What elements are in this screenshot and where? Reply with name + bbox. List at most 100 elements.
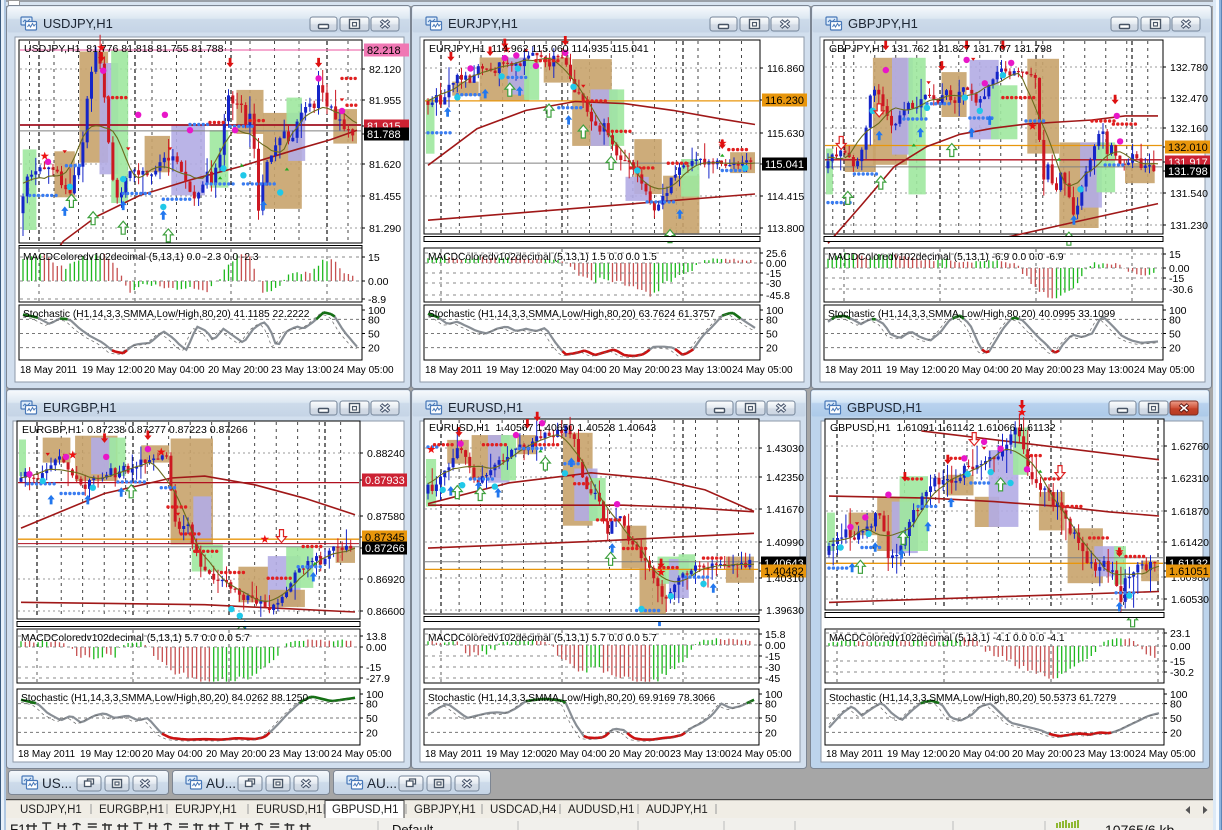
svg-text:0.88240: 0.88240 xyxy=(367,448,405,460)
svg-text:82.218: 82.218 xyxy=(367,45,401,57)
svg-text:-27.9: -27.9 xyxy=(366,673,390,685)
svg-text:EURUSD,H1 1.40567 1.40650 1.4: EURUSD,H1 1.40567 1.40650 1.40528 1.4064… xyxy=(429,422,656,434)
svg-text:GBPUSD,H1 1.61091 1.61142 1.6: GBPUSD,H1 1.61091 1.61142 1.61066 1.6113… xyxy=(830,422,1056,434)
svg-text:114.415: 114.415 xyxy=(767,191,804,203)
svg-text:20 May 20:00: 20 May 20:00 xyxy=(1012,749,1073,760)
svg-text:0.00: 0.00 xyxy=(368,276,389,288)
svg-text:131.230: 131.230 xyxy=(1170,220,1208,232)
svg-text:20 May 20:00: 20 May 20:00 xyxy=(1011,365,1072,376)
svg-text:Stochastic (H1,14,3,3,SMMA,Low: Stochastic (H1,14,3,3,SMMA,Low/High,80,2… xyxy=(428,693,715,704)
svg-text:15: 15 xyxy=(1169,249,1181,261)
svg-text:81.955: 81.955 xyxy=(369,95,401,107)
svg-text:115.630: 115.630 xyxy=(767,128,804,140)
svg-text:1.61420: 1.61420 xyxy=(1171,537,1209,549)
svg-text:19 May 12:00: 19 May 12:00 xyxy=(486,365,547,376)
svg-text:25.6: 25.6 xyxy=(766,248,787,260)
svg-text:81.788: 81.788 xyxy=(367,129,401,141)
svg-text:1.62310: 1.62310 xyxy=(1171,473,1209,485)
svg-text:19 May 12:00: 19 May 12:00 xyxy=(486,749,547,760)
svg-text:20: 20 xyxy=(1169,343,1181,355)
svg-text:MACDColoredv102decimal (5,13,1: MACDColoredv102decimal (5,13,1) 0.0 -2.3… xyxy=(23,252,259,263)
svg-text:100: 100 xyxy=(366,689,384,701)
svg-text:81.290: 81.290 xyxy=(369,223,401,235)
svg-text:MACDColoredv102decimal (5,13,1: MACDColoredv102decimal (5,13,1) -6.9 0.0… xyxy=(828,252,1064,263)
svg-text:100: 100 xyxy=(368,305,386,317)
svg-text:20 May 04:00: 20 May 04:00 xyxy=(948,365,1009,376)
svg-text:0.00: 0.00 xyxy=(765,640,786,652)
svg-text:0.87933: 0.87933 xyxy=(365,475,405,487)
svg-text:100: 100 xyxy=(1169,305,1187,317)
svg-text:116.230: 116.230 xyxy=(765,95,804,107)
svg-text:GBPJPY,H1 131.762 131.827 131: GBPJPY,H1 131.762 131.827 131.707 131.79… xyxy=(829,43,1052,55)
svg-text:50: 50 xyxy=(765,713,777,725)
svg-text:1.40990: 1.40990 xyxy=(766,537,804,549)
svg-text:GBPUSD,H1: GBPUSD,H1 xyxy=(847,400,922,415)
svg-text:131.540: 131.540 xyxy=(1170,188,1208,200)
svg-text:AUDUSD,H1: AUDUSD,H1 xyxy=(568,804,634,816)
svg-text:EURJPY,H1: EURJPY,H1 xyxy=(448,16,518,31)
svg-text:0.00: 0.00 xyxy=(1170,641,1191,653)
svg-text:F1: F1 xyxy=(10,822,26,830)
svg-text:20 May 20:00: 20 May 20:00 xyxy=(206,749,267,760)
svg-text:AUDJPY,H1: AUDJPY,H1 xyxy=(646,804,708,816)
svg-text:18 May 2011: 18 May 2011 xyxy=(18,749,76,760)
svg-text:113.800: 113.800 xyxy=(767,223,804,235)
svg-text:20 May 04:00: 20 May 04:00 xyxy=(144,365,205,376)
svg-text:19 May 12:00: 19 May 12:00 xyxy=(887,749,948,760)
svg-text:20 May 20:00: 20 May 20:00 xyxy=(208,365,269,376)
svg-text:0.87345: 0.87345 xyxy=(365,532,405,544)
svg-text:US...: US... xyxy=(42,776,72,791)
svg-text:GBPJPY,H1: GBPJPY,H1 xyxy=(848,16,918,31)
svg-text:MACDColoredv102decimal (5,13,1: MACDColoredv102decimal (5,13,1) -4.1 0.0… xyxy=(829,633,1065,644)
svg-text:1.60530: 1.60530 xyxy=(1171,594,1209,606)
svg-text:20: 20 xyxy=(766,343,778,355)
svg-text:EURGBP,H1: EURGBP,H1 xyxy=(43,400,116,415)
svg-text:80: 80 xyxy=(368,314,380,326)
svg-text:15.8: 15.8 xyxy=(765,629,786,641)
svg-text:116.860: 116.860 xyxy=(767,63,804,75)
svg-text:-15: -15 xyxy=(1169,273,1184,285)
svg-text:82.120: 82.120 xyxy=(369,64,401,76)
svg-text:EURGBP,H1: EURGBP,H1 xyxy=(99,804,164,816)
svg-text:132.010: 132.010 xyxy=(1168,142,1208,154)
svg-text:-15: -15 xyxy=(366,662,381,674)
svg-text:AU...: AU... xyxy=(206,776,236,791)
svg-text:0.87580: 0.87580 xyxy=(367,511,405,523)
svg-text:1.41670: 1.41670 xyxy=(766,504,804,516)
svg-text:20: 20 xyxy=(366,727,378,739)
svg-text:EURUSD,H1: EURUSD,H1 xyxy=(256,804,322,816)
svg-text:100: 100 xyxy=(765,689,783,701)
svg-text:80: 80 xyxy=(766,314,778,326)
svg-text:100: 100 xyxy=(766,305,784,317)
svg-text:1.42350: 1.42350 xyxy=(766,472,804,484)
svg-text:0.00: 0.00 xyxy=(366,642,387,654)
svg-text:132.160: 132.160 xyxy=(1170,123,1208,135)
svg-text:23.1: 23.1 xyxy=(1170,628,1191,640)
svg-text:80: 80 xyxy=(1170,699,1182,711)
svg-text:Stochastic (H1,14,3,3,SMMA,Low: Stochastic (H1,14,3,3,SMMA,Low/High,80,2… xyxy=(21,693,308,704)
svg-text:-8.9: -8.9 xyxy=(368,294,386,306)
svg-text:23 May 13:00: 23 May 13:00 xyxy=(1074,749,1135,760)
svg-text:-15: -15 xyxy=(1170,656,1185,668)
svg-text:EURGBP,H1 0.87238 0.87277 0.8: EURGBP,H1 0.87238 0.87277 0.87223 0.8726… xyxy=(22,424,248,436)
svg-text:USDJPY,H1: USDJPY,H1 xyxy=(20,804,82,816)
svg-text:20: 20 xyxy=(1170,727,1182,739)
svg-text:24 May 05:00: 24 May 05:00 xyxy=(1135,749,1196,760)
svg-text:23 May 13:00: 23 May 13:00 xyxy=(1073,365,1134,376)
svg-text:1.43030: 1.43030 xyxy=(766,443,804,455)
svg-text:-30: -30 xyxy=(765,662,780,674)
svg-text:20 May 20:00: 20 May 20:00 xyxy=(609,749,670,760)
svg-text:24 May 05:00: 24 May 05:00 xyxy=(333,365,394,376)
svg-text:MACDColoredv102decimal (5,13,1: MACDColoredv102decimal (5,13,1) 5.7 0.0 … xyxy=(428,633,657,644)
svg-text:23 May 13:00: 23 May 13:00 xyxy=(269,749,330,760)
svg-text:15: 15 xyxy=(368,252,380,264)
svg-text:131.798: 131.798 xyxy=(1168,166,1208,178)
svg-text:Stochastic (H1,14,3,3,SMMA,Low: Stochastic (H1,14,3,3,SMMA,Low/High,80,2… xyxy=(829,693,1116,704)
svg-text:13.8: 13.8 xyxy=(366,631,387,643)
svg-text:USDJPY,H1 81.776 81.818 81.75: USDJPY,H1 81.776 81.818 81.755 81.788 xyxy=(24,43,224,55)
svg-text:MACDColoredv102decimal (5,13,1: MACDColoredv102decimal (5,13,1) 1.5 0.0 … xyxy=(428,252,657,263)
svg-text:20 May 04:00: 20 May 04:00 xyxy=(142,749,203,760)
svg-text:-30: -30 xyxy=(766,278,781,290)
svg-text:18 May 2011: 18 May 2011 xyxy=(825,365,883,376)
svg-text:100: 100 xyxy=(1170,689,1188,701)
